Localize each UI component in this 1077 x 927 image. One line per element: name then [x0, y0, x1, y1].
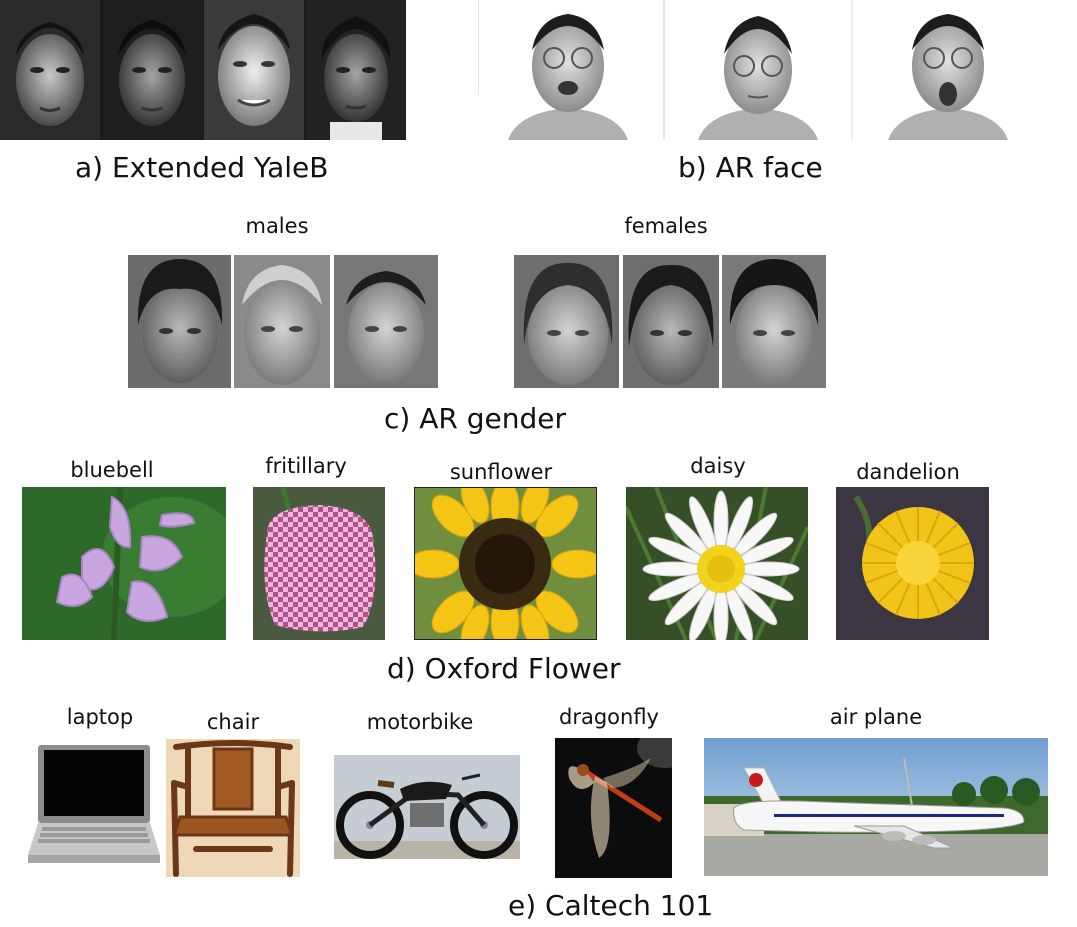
label-dandelion: dandelion: [856, 460, 960, 484]
yaleb-face-3: [204, 0, 304, 140]
label-daisy: daisy: [690, 454, 746, 478]
label-dragonfly: dragonfly: [559, 705, 659, 729]
male-face-1: [128, 255, 231, 388]
female-face-2: [623, 255, 719, 388]
caption-ar-gender: c) AR gender: [384, 402, 566, 435]
ar-face-2: [698, 16, 818, 140]
ar-face-3: [888, 14, 1008, 140]
dragonfly-image: [555, 738, 672, 878]
yaleb-face-1: [0, 0, 100, 140]
sunflower-image: [414, 487, 597, 640]
female-face-1: [514, 255, 619, 388]
label-chair: chair: [206, 710, 260, 734]
yaleb-image-strip: [0, 0, 406, 140]
group-label-males: males: [245, 214, 309, 238]
motorbike-image: [334, 755, 520, 859]
laptop-image: [28, 745, 160, 865]
caption-oxford-flower: d) Oxford Flower: [387, 652, 621, 685]
dandelion-image: [836, 487, 989, 640]
caption-extended-yaleb: a) Extended YaleB: [75, 151, 329, 184]
label-motorbike: motorbike: [366, 710, 474, 734]
yaleb-face-2: [103, 0, 202, 140]
daisy-image: [626, 487, 808, 640]
caption-ar-face: b) AR face: [678, 151, 823, 184]
group-label-females: females: [624, 214, 708, 238]
ar-face-image-strip: [478, 0, 1028, 140]
air-plane-image: [704, 738, 1048, 876]
male-face-2: [234, 255, 330, 388]
yaleb-face-4: [306, 0, 406, 140]
label-bluebell: bluebell: [70, 458, 154, 482]
females-image-strip: [514, 255, 826, 388]
label-fritillary: fritillary: [265, 454, 347, 478]
label-sunflower: sunflower: [449, 460, 553, 484]
bluebell-image: [22, 487, 226, 640]
male-face-3: [334, 255, 438, 388]
males-image-strip: [128, 255, 438, 388]
female-face-3: [722, 255, 826, 388]
fritillary-image: [253, 487, 385, 640]
caption-caltech-101: e) Caltech 101: [508, 889, 714, 922]
label-air-plane: air plane: [829, 705, 923, 729]
label-laptop: laptop: [66, 705, 134, 729]
ar-face-1: [508, 14, 628, 140]
chair-image: [166, 739, 300, 877]
